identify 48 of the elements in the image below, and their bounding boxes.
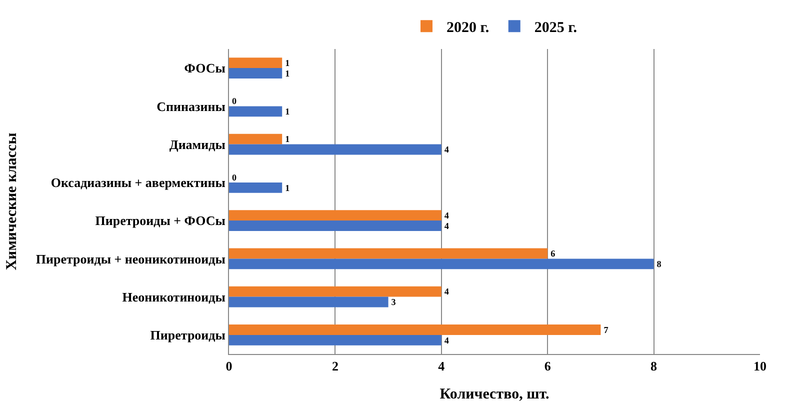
x-tick-label: 6 (544, 358, 552, 374)
data-label: 4 (444, 144, 450, 155)
y-tick-label: Пиретроиды (150, 327, 226, 342)
data-label: 6 (550, 248, 556, 259)
y-tick-label: Спиназины (156, 98, 226, 114)
data-label: 4 (444, 286, 450, 297)
bar (229, 248, 548, 259)
y-axis-title: Химические классы (4, 132, 20, 270)
y-tick-label: Пиретроиды + неоникотиноиды (36, 251, 226, 266)
data-label: 1 (285, 182, 290, 193)
data-label: 8 (656, 259, 662, 270)
bar (229, 334, 442, 346)
data-label: 7 (604, 324, 609, 335)
data-label: 1 (285, 134, 290, 144)
y-tick-label: Диамиды (169, 136, 226, 152)
data-label: 4 (444, 210, 450, 220)
bar (229, 182, 282, 193)
bar (229, 144, 442, 155)
data-label: 0 (232, 96, 237, 106)
data-label: 1 (285, 58, 290, 68)
bar (229, 296, 388, 308)
y-tick-label: Неоникотиноиды (122, 289, 226, 304)
legend-label: 2020 г. (446, 20, 490, 36)
bar (229, 68, 282, 79)
data-label: 1 (285, 106, 290, 117)
bar (229, 210, 442, 221)
bar (229, 286, 442, 297)
x-tick-label: 2 (332, 358, 338, 374)
data-label: 3 (391, 297, 396, 308)
bar (229, 134, 282, 144)
bar (229, 58, 282, 68)
x-axis-title: Количество, шт. (440, 386, 550, 403)
x-tick-label: 10 (754, 358, 766, 374)
y-tick-label: ФОСы (184, 60, 226, 76)
bar (229, 106, 282, 117)
y-tick-label: Оксадиазины + авермектины (50, 174, 226, 190)
data-label: 0 (232, 172, 237, 182)
data-label: 1 (285, 68, 290, 78)
x-tick-label: 0 (226, 358, 232, 374)
y-tick-label: Пиретроиды + ФОСы (95, 213, 226, 228)
bar (229, 220, 442, 232)
bar (229, 258, 654, 270)
legend-label: 2025 г. (534, 20, 578, 36)
x-tick-label: 4 (438, 358, 446, 374)
bar (229, 324, 601, 335)
data-label: 4 (444, 335, 450, 346)
x-tick-label: 8 (650, 358, 658, 374)
data-label: 4 (444, 220, 450, 231)
